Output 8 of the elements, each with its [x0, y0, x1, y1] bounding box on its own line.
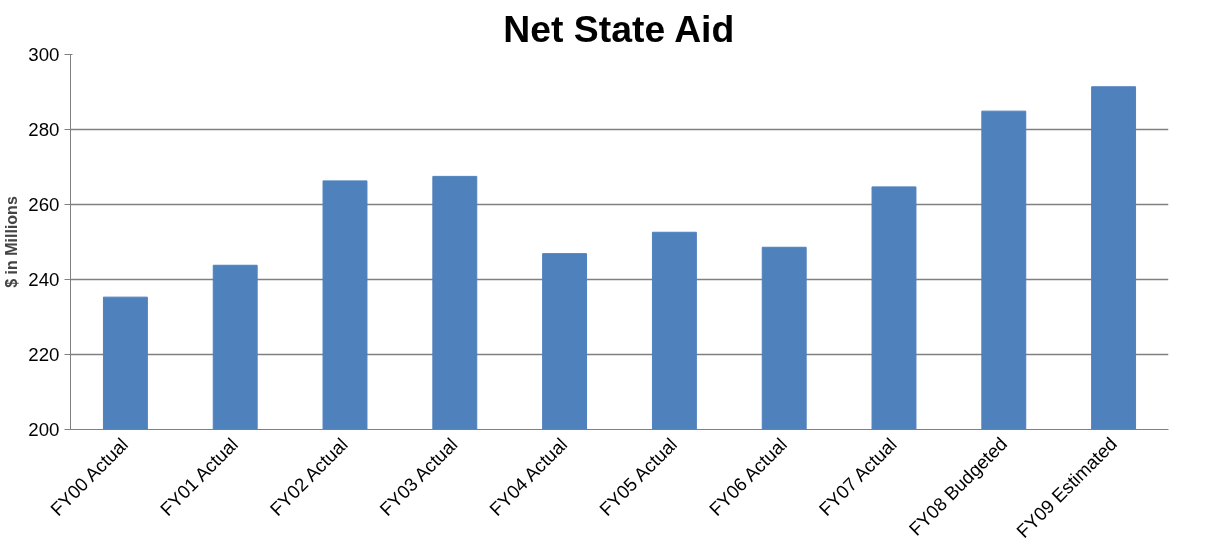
- y-tick-label: 200: [28, 419, 60, 440]
- chart-title: Net State Aid: [503, 7, 735, 50]
- y-tick-label: 300: [28, 44, 60, 65]
- y-tick-label: 240: [28, 269, 60, 290]
- y-tick-label: 220: [28, 344, 60, 365]
- y-tick-label: 280: [28, 119, 60, 140]
- y-axis-title: $ in Millions: [3, 196, 21, 288]
- y-tick-label: 260: [28, 194, 60, 215]
